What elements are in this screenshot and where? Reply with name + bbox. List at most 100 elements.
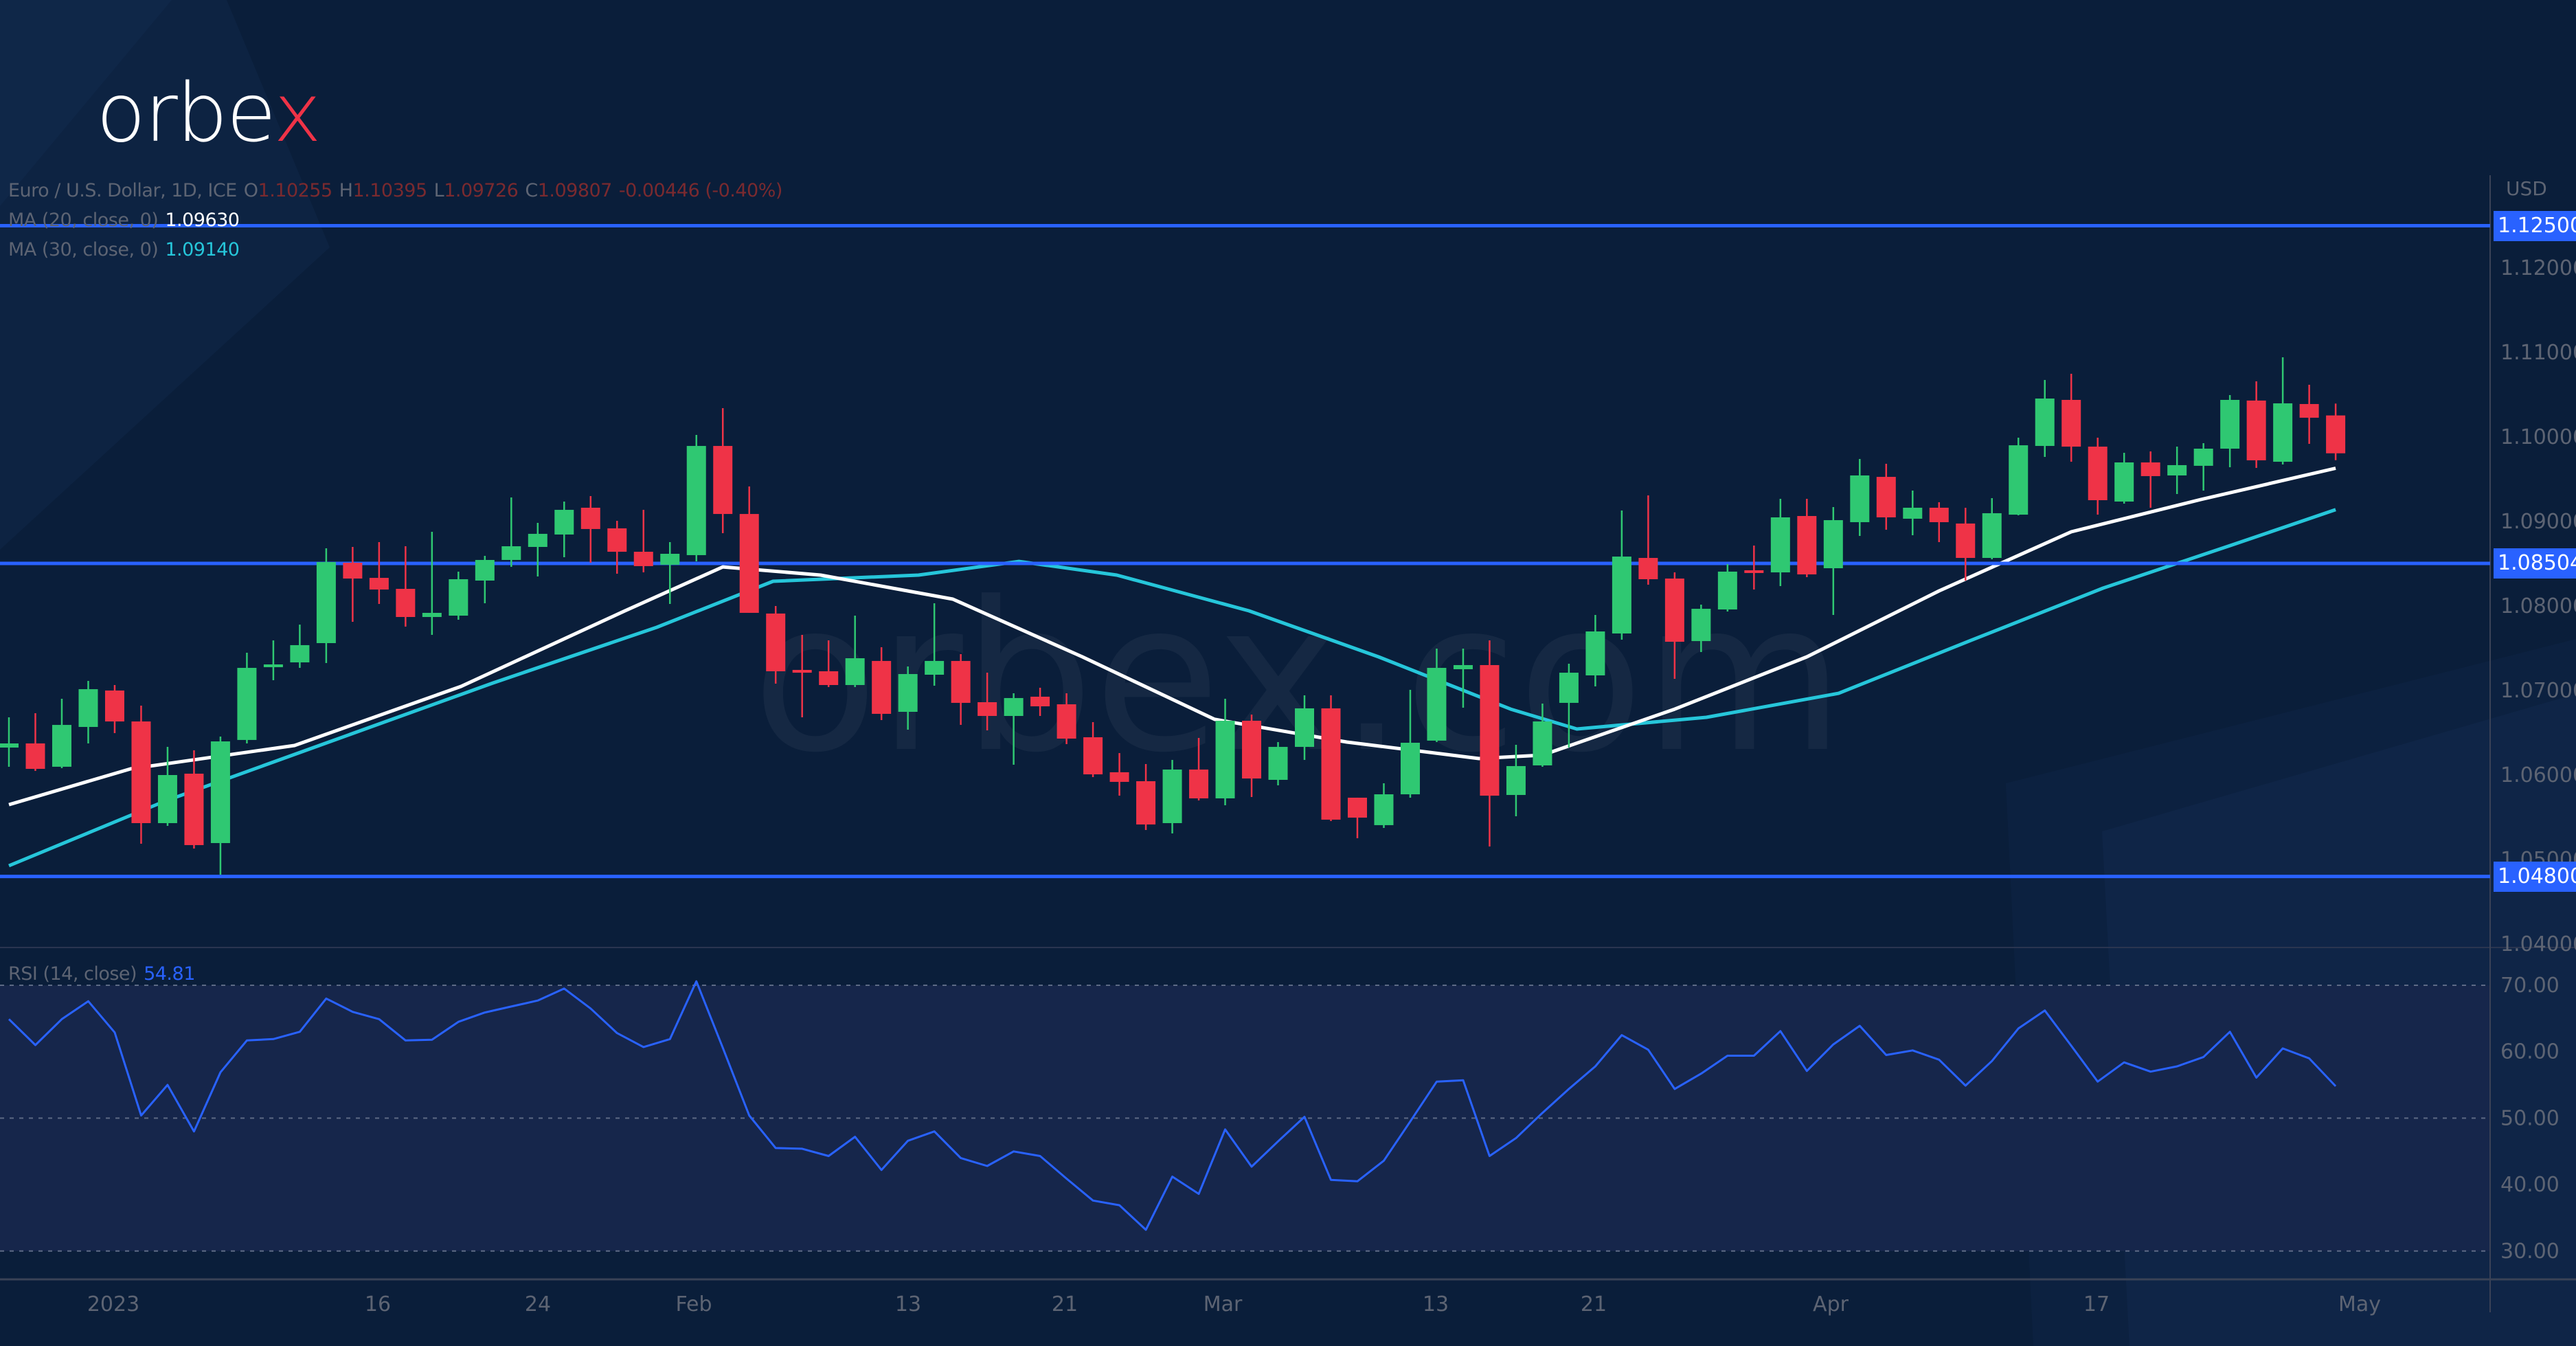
- candle: [2009, 437, 2029, 516]
- candle: [1347, 797, 1367, 839]
- symbol-legend[interactable]: Euro / U.S. Dollar, 1D, ICE O1.10255 H1.10…: [8, 180, 789, 201]
- candle-body: [951, 660, 971, 703]
- candle: [898, 666, 918, 730]
- candlesticks: [0, 357, 2346, 875]
- candle-body: [1797, 516, 1817, 574]
- candle-body: [528, 533, 547, 548]
- time-tick-label: 16: [365, 1292, 391, 1316]
- candle-body: [2220, 400, 2240, 449]
- candle-body: [686, 446, 706, 555]
- candle: [951, 653, 971, 726]
- rsi-value: 54.81: [144, 963, 195, 985]
- candle: [1559, 664, 1579, 748]
- candle-body: [2193, 448, 2213, 466]
- candle: [25, 713, 45, 771]
- candle: [1400, 690, 1420, 798]
- price-tick-label: 1.09000: [2500, 510, 2576, 534]
- ma20-legend[interactable]: MA (20, close, 0) 1.09630: [8, 210, 246, 231]
- candle-body: [1295, 708, 1315, 748]
- time-tick-label: May: [2338, 1292, 2381, 1316]
- candle: [1427, 648, 1447, 743]
- candle-body: [2035, 399, 2055, 447]
- rsi-line-path: [8, 980, 2337, 1231]
- candle-body: [1136, 781, 1156, 825]
- time-tick-label: Apr: [1813, 1292, 1849, 1316]
- candle-body: [872, 660, 892, 714]
- price-tick-label: 1.04000: [2500, 932, 2576, 956]
- candle-body: [2299, 404, 2319, 418]
- candle: [739, 486, 759, 613]
- candle-body: [1427, 668, 1447, 741]
- candle: [263, 640, 283, 680]
- candle-body: [739, 514, 759, 613]
- candle-body: [2061, 400, 2081, 447]
- candle: [2299, 384, 2319, 444]
- candle-body: [713, 446, 733, 515]
- candle: [157, 747, 177, 827]
- ma30-label: MA (30, close, 0): [8, 239, 159, 260]
- time-tick-label: 2023: [87, 1292, 139, 1316]
- candle: [2167, 447, 2187, 495]
- candle-body: [898, 674, 918, 712]
- candle: [2114, 453, 2134, 504]
- candle: [1823, 506, 1843, 616]
- candle: [1453, 648, 1473, 708]
- rsi-tick-label: 60.00: [2500, 1040, 2560, 1064]
- candle-body: [1162, 770, 1182, 823]
- candle-body: [2088, 447, 2108, 501]
- candle-body: [184, 774, 204, 845]
- candle-body: [1030, 696, 1050, 707]
- candle: [978, 673, 997, 731]
- candle-body: [1374, 794, 1394, 825]
- candle-body: [2246, 400, 2266, 460]
- candle-body: [1321, 708, 1341, 820]
- candle-body: [1480, 664, 1500, 796]
- candle: [1744, 546, 1764, 590]
- candle: [1876, 463, 1896, 530]
- candle-body: [1268, 747, 1288, 781]
- candle: [1717, 563, 1737, 612]
- candle: [1083, 722, 1103, 777]
- candle-body: [2273, 403, 2293, 462]
- candle: [0, 717, 19, 767]
- candle-body: [396, 589, 416, 617]
- candle: [1136, 764, 1156, 830]
- rsi-legend[interactable]: RSI (14, close) 54.81: [8, 963, 202, 985]
- candle: [819, 640, 839, 687]
- horizontal-levels[interactable]: [0, 224, 2490, 879]
- rsi-band: [0, 985, 2490, 1252]
- level-price-tag: 1.12500: [2494, 210, 2576, 241]
- rsi-line: [8, 980, 2337, 1231]
- candle-body: [1400, 743, 1420, 795]
- candle: [1612, 511, 1631, 640]
- candle: [1770, 499, 1790, 586]
- candle-body: [607, 528, 627, 552]
- candle: [1982, 498, 2002, 559]
- candle-body: [1004, 697, 1024, 717]
- candle-body: [1876, 477, 1896, 517]
- symbol-name: Euro / U.S. Dollar, 1D, ICE: [8, 180, 237, 201]
- candle-body: [1585, 631, 1605, 675]
- candle-body: [104, 691, 124, 722]
- candle-body: [0, 743, 19, 748]
- candle-body: [2326, 415, 2346, 453]
- ma20-line: [8, 467, 2336, 807]
- candle-body: [316, 562, 336, 643]
- candle: [2088, 437, 2108, 515]
- candle: [52, 699, 71, 769]
- ma30-legend[interactable]: MA (30, close, 0) 1.09140: [8, 239, 246, 260]
- time-tick-label: 21: [1581, 1292, 1607, 1316]
- orbex-logo: orbex: [96, 65, 321, 160]
- ma20-value: 1.09630: [165, 210, 240, 231]
- candle: [131, 706, 151, 844]
- time-tick-label: Mar: [1204, 1292, 1243, 1316]
- candle: [1903, 490, 1923, 536]
- candle-body: [78, 689, 98, 728]
- candle-body: [290, 644, 310, 663]
- candle-body: [1770, 517, 1790, 573]
- price-tick-label: 1.11000: [2500, 341, 2576, 365]
- candle: [2035, 379, 2055, 458]
- candle-body: [1242, 721, 1262, 779]
- ohlc-close: C1.09807: [525, 180, 612, 201]
